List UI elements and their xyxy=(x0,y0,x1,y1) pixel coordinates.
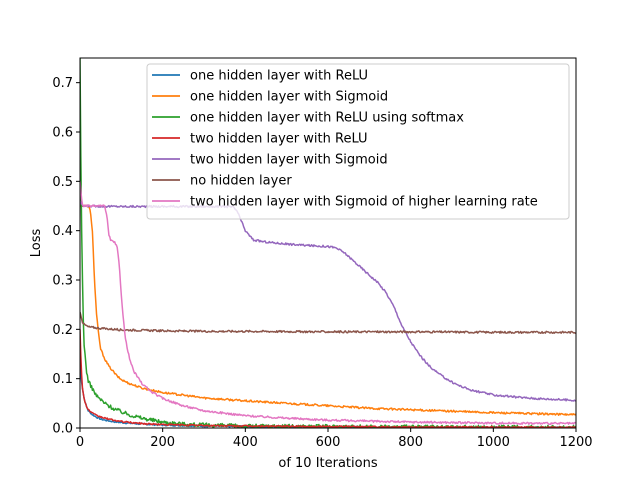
y-tick-label: 0.6 xyxy=(52,126,73,141)
series-line xyxy=(80,311,576,335)
legend-label: no hidden layer xyxy=(190,174,292,189)
y-tick-label: 0.7 xyxy=(52,76,73,91)
y-axis-ticks: 0.0 0.1 0.2 0.3 0.4 0.5 0.6 0.7 xyxy=(52,76,80,437)
y-tick-label: 0.3 xyxy=(52,274,73,289)
y-tick-label: 0.2 xyxy=(52,323,73,338)
y-axis-label: Loss xyxy=(29,229,44,258)
x-tick-label: 400 xyxy=(233,435,258,450)
y-tick-label: 0.0 xyxy=(52,422,73,437)
legend-label: one hidden layer with ReLU using softmax xyxy=(190,111,464,126)
y-tick-label: 0.1 xyxy=(52,372,73,387)
x-axis-label: of 10 Iterations xyxy=(278,456,377,471)
x-tick-label: 1200 xyxy=(559,435,592,450)
legend: one hidden layer with ReLU one hidden lay… xyxy=(146,63,570,220)
legend-label: two hidden layer with ReLU xyxy=(190,132,368,147)
legend-label: one hidden layer with Sigmoid xyxy=(190,90,388,105)
x-tick-label: 800 xyxy=(398,435,423,450)
x-tick-label: 1000 xyxy=(477,435,510,450)
x-tick-label: 200 xyxy=(150,435,175,450)
legend-label: two hidden layer with Sigmoid xyxy=(190,153,388,168)
x-tick-label: 600 xyxy=(316,435,341,450)
legend-label: two hidden layer with Sigmoid of higher … xyxy=(190,195,538,210)
legend-box xyxy=(146,63,570,220)
series-line xyxy=(80,204,576,416)
x-tick-label: 0 xyxy=(76,435,84,450)
legend-label: one hidden layer with ReLU xyxy=(190,69,368,84)
series-line xyxy=(80,181,576,426)
y-tick-label: 0.4 xyxy=(52,224,73,239)
y-tick-label: 0.5 xyxy=(52,175,73,190)
x-axis-ticks: 0 200 400 600 800 1000 1200 xyxy=(76,428,593,450)
